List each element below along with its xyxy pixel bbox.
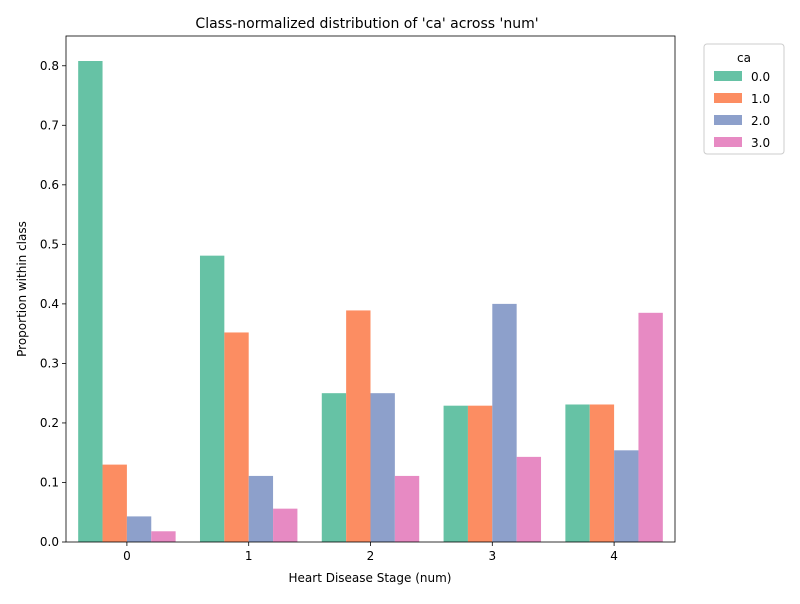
bar [346, 310, 371, 542]
bar [589, 404, 615, 542]
legend-label: 3.0 [751, 136, 770, 150]
bar [370, 393, 395, 542]
bars-group [78, 61, 663, 542]
bar [199, 255, 225, 542]
bar [224, 332, 249, 542]
bar [273, 508, 298, 542]
bar [248, 475, 274, 542]
x-tick-label: 3 [488, 549, 496, 563]
y-tick-label: 0.2 [40, 416, 59, 430]
legend-swatch [714, 93, 742, 103]
bar [321, 393, 347, 542]
x-tick-label: 1 [245, 549, 253, 563]
y-tick-label: 0.6 [40, 178, 59, 192]
bar [516, 456, 542, 542]
y-axis-label: Proportion within class [15, 221, 29, 357]
legend-swatch [714, 71, 742, 81]
bar [78, 61, 103, 542]
bar [443, 405, 468, 542]
y-tick-label: 0.5 [40, 237, 59, 251]
bar [151, 531, 176, 542]
bar [614, 450, 639, 542]
bar [467, 405, 493, 542]
chart-title: Class-normalized distribution of 'ca' ac… [195, 16, 538, 32]
legend-label: 2.0 [751, 114, 770, 128]
y-tick-label: 0.0 [40, 535, 59, 549]
y-tick-label: 0.1 [40, 475, 59, 489]
y-tick-label: 0.3 [40, 356, 59, 370]
legend-title: ca [737, 51, 751, 65]
x-tick-label: 2 [367, 549, 375, 563]
bar [126, 516, 152, 542]
legend: ca0.0 1.0 2.0 3.0 [703, 43, 785, 155]
bar [638, 312, 663, 542]
legend-label: 0.0 [751, 70, 770, 84]
bar [102, 464, 127, 542]
bar [394, 475, 420, 542]
x-axis-label: Heart Disease Stage (num) [289, 571, 452, 585]
y-tick-label: 0.8 [40, 59, 59, 73]
y-tick-label: 0.7 [40, 118, 59, 132]
legend-swatch [714, 115, 742, 125]
legend-swatch [714, 137, 742, 147]
axes-group: 0.0 0.1 0.2 0.3 0.4 0.5 0.6 0.7 0.8 0 1 2 3 4 [40, 35, 676, 563]
bar [492, 303, 517, 542]
y-tick-label: 0.4 [40, 297, 59, 311]
x-tick-label: 0 [123, 549, 131, 563]
legend-label: 1.0 [751, 92, 770, 106]
bar [565, 404, 590, 542]
x-tick-label: 4 [610, 549, 618, 563]
